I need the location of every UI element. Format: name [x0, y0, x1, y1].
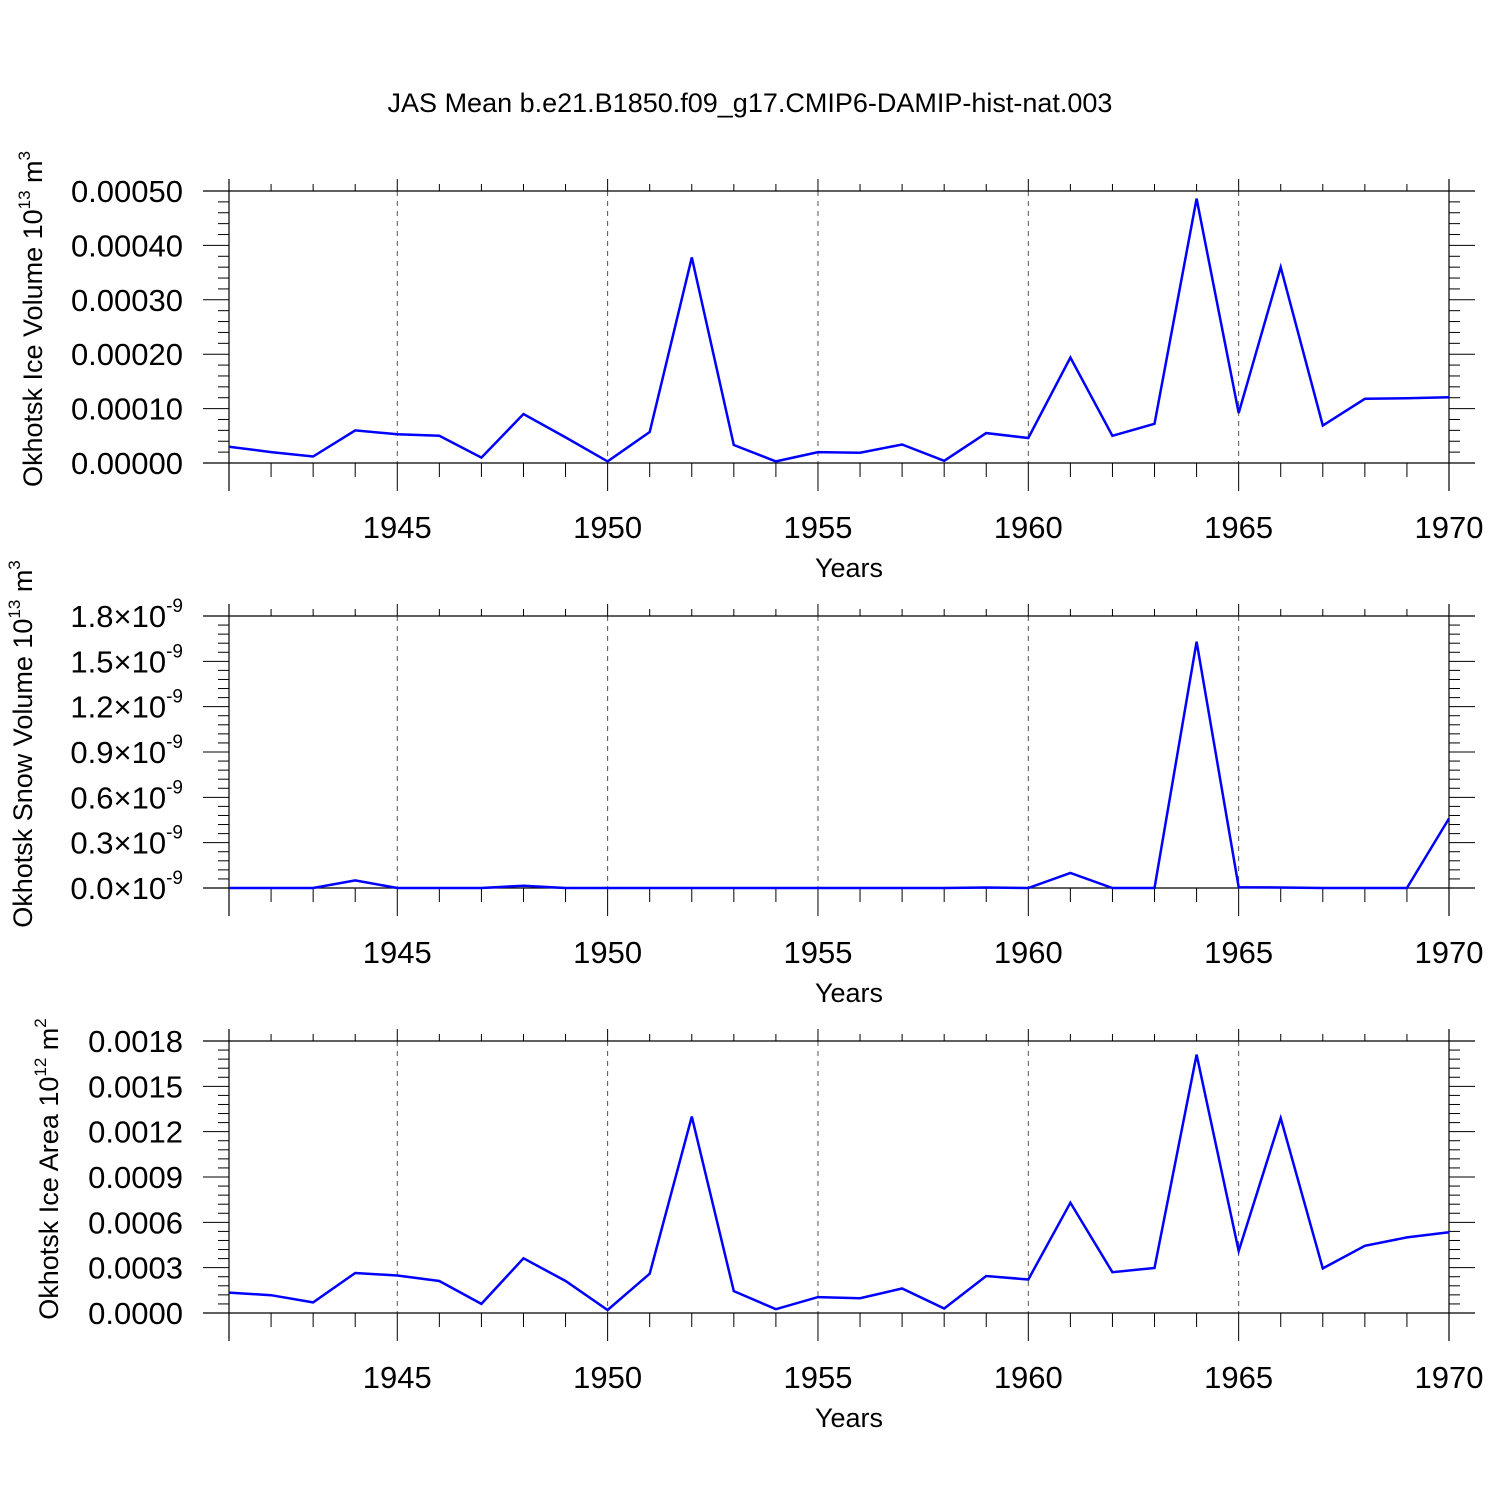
y-tick-label: 0.0009 — [88, 1160, 183, 1195]
chart-title: JAS Mean b.e21.B1850.f09_g17.CMIP6-DAMIP… — [387, 88, 1113, 118]
y-tick-label: 0.3×10-9 — [70, 823, 183, 861]
x-axis-label: Years — [815, 1403, 883, 1433]
x-tick-label: 1970 — [1415, 935, 1484, 970]
y-tick-label: 0.0006 — [88, 1205, 183, 1240]
y-axis-label: Okhotsk Ice Area 1012 m2 — [31, 1018, 64, 1320]
y-tick-label: 0.00040 — [71, 228, 183, 263]
x-tick-label: 1960 — [994, 1360, 1063, 1395]
ice-volume-panel: 1945 1950 1955 1960 1965 1970 Years 0.00000 0.00… — [15, 151, 1483, 583]
y-axis-label: Okhotsk Ice Volume 1013 m3 — [15, 151, 48, 487]
x-tick-label: 1950 — [573, 1360, 642, 1395]
x-tick-label: 1960 — [994, 510, 1063, 545]
x-tick-label: 1970 — [1415, 1360, 1484, 1395]
y-tick-label: 1.5×10-9 — [70, 641, 183, 679]
x-tick-label: 1955 — [783, 510, 852, 545]
y-tick-label: 0.0003 — [88, 1251, 183, 1286]
y-tick-label: 0.00000 — [71, 446, 183, 481]
snow-volume-panel: 1945 1950 1955 1960 1965 1970 Years 0.0×10-9 0.3… — [5, 560, 1483, 1008]
y-tick-label: 0.0015 — [88, 1069, 183, 1104]
y-tick-label: 0.0012 — [88, 1115, 183, 1150]
ice-area-panel: 1945 1950 1955 1960 1965 1970 Years 0.0000 0.000… — [31, 1018, 1483, 1433]
y-tick-label: 1.2×10-9 — [70, 687, 183, 725]
y-tick-label: 0.0018 — [88, 1024, 183, 1059]
x-tick-label: 1955 — [783, 935, 852, 970]
x-axis-label: Years — [815, 978, 883, 1008]
x-tick-label: 1970 — [1415, 510, 1484, 545]
y-tick-label: 1.8×10-9 — [70, 596, 183, 634]
x-tick-label: 1965 — [1204, 510, 1273, 545]
y-tick-label: 0.0×10-9 — [70, 868, 183, 906]
x-tick-label: 1945 — [363, 1360, 432, 1395]
y-tick-label: 0.6×10-9 — [70, 777, 183, 815]
y-tick-label: 0.9×10-9 — [70, 732, 183, 770]
y-tick-label: 0.00020 — [71, 337, 183, 372]
x-tick-label: 1950 — [573, 935, 642, 970]
x-tick-label: 1950 — [573, 510, 642, 545]
x-tick-label: 1965 — [1204, 1360, 1273, 1395]
y-axis-label: Okhotsk Snow Volume 1013 m3 — [5, 560, 38, 928]
series-line — [228, 1054, 1450, 1312]
x-tick-label: 1955 — [783, 1360, 852, 1395]
y-tick-label: 0.00030 — [71, 283, 183, 318]
x-tick-label: 1945 — [363, 510, 432, 545]
x-axis-label: Years — [815, 553, 883, 583]
y-tick-label: 0.0000 — [88, 1296, 183, 1331]
series-line — [229, 641, 1451, 890]
x-tick-label: 1960 — [994, 935, 1063, 970]
y-tick-label: 0.00050 — [71, 174, 183, 209]
series-line — [228, 198, 1450, 463]
x-tick-label: 1945 — [363, 935, 432, 970]
y-tick-label: 0.00010 — [71, 392, 183, 427]
x-tick-label: 1965 — [1204, 935, 1273, 970]
